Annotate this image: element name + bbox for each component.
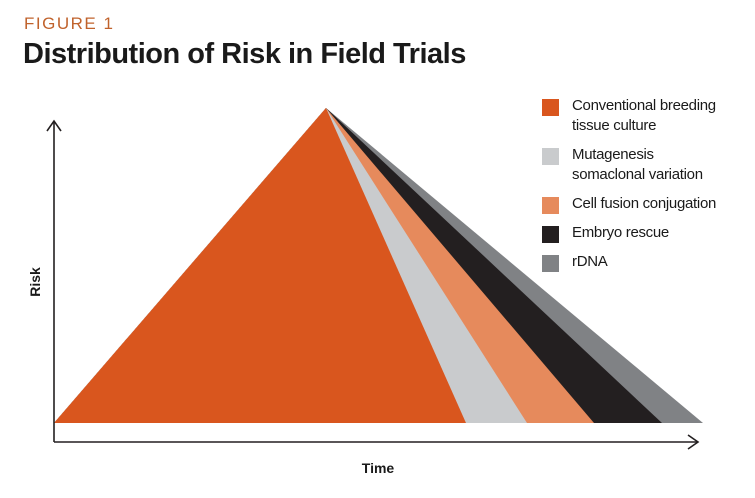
legend-item-embryo-rescue: Embryo rescue — [542, 223, 747, 243]
legend-item-cell-fusion: Cell fusion conjugation — [542, 194, 747, 214]
legend-label: Mutagenesis — [572, 146, 654, 163]
region-conventional-breeding — [54, 108, 466, 423]
legend-label: Cell fusion conjugation — [572, 195, 717, 212]
y-axis-label: Risk — [27, 267, 43, 297]
y-axis — [46, 119, 62, 442]
legend-label: tissue culture — [572, 117, 657, 134]
legend-swatch — [542, 255, 559, 272]
legend-swatch — [542, 99, 559, 116]
legend-swatch — [542, 148, 559, 165]
legend-swatch — [542, 197, 559, 214]
legend-item-mutagenesis: Mutagenesis somaclonal variation — [542, 145, 747, 185]
figure-title: Distribution of Risk in Field Trials — [23, 38, 466, 70]
legend-label: somaclonal variation — [572, 166, 703, 183]
legend: Conventional breeding tissue culture Mut… — [542, 96, 747, 281]
legend-item-rdna: rDNA — [542, 252, 747, 272]
x-axis — [54, 434, 700, 450]
legend-label: rDNA — [572, 253, 608, 270]
figure-label: FIGURE 1 — [24, 14, 115, 33]
legend-label: Conventional breeding — [572, 97, 716, 114]
legend-item-conventional-breeding: Conventional breeding tissue culture — [542, 96, 747, 136]
x-axis-label: Time — [362, 460, 395, 476]
legend-label: Embryo rescue — [572, 224, 669, 241]
legend-swatch — [542, 226, 559, 243]
